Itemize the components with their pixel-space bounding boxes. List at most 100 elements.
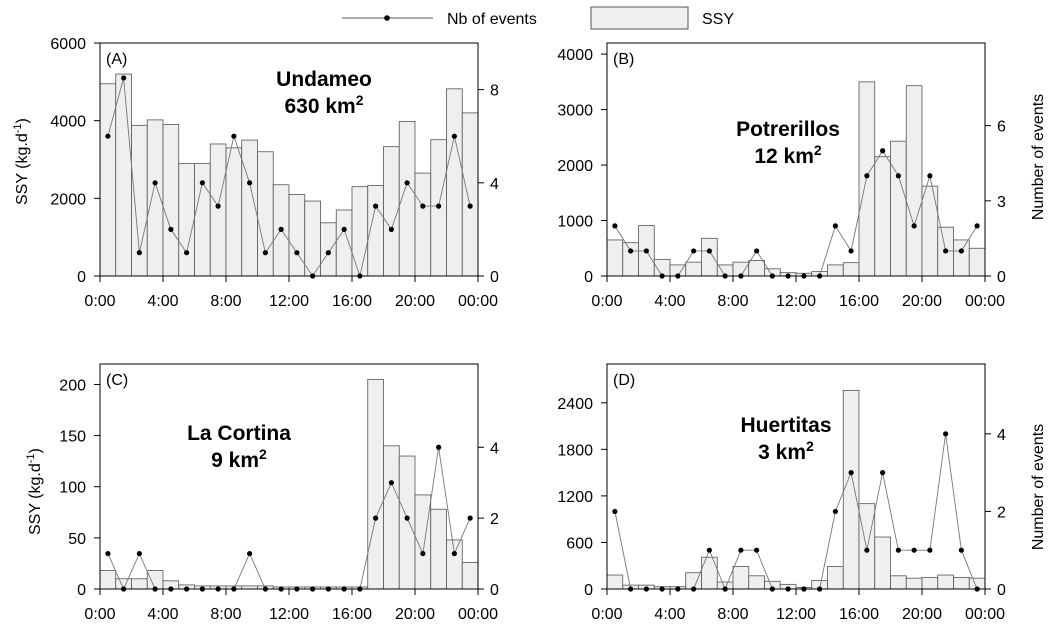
y-left-tick-label: 0 [77,582,86,599]
events-point [420,550,426,557]
ssy-bar [367,378,384,590]
panel-area: 630 km2 [284,92,363,118]
events-point [436,444,442,450]
x-tick-label: 0:00 [84,606,115,623]
ssy-bar [874,156,891,277]
ssy-bar [131,578,148,590]
events-point [247,180,253,186]
events-point [152,180,158,186]
ssy-bar [606,239,624,277]
ssy-bar [622,242,639,277]
events-point [388,480,394,486]
events-point [467,203,473,209]
ssy-bar [383,445,400,590]
panel-area-value: 12 km [754,145,814,168]
ssy-bar [320,222,337,277]
ssy-bar [99,83,117,277]
y-axis-title-text: SSY (kg.d [27,463,44,535]
ssy-bar [732,566,750,590]
events-point [943,248,949,254]
panel-title: Huertitas [740,414,831,437]
events-point [911,223,917,229]
x-tick-label: 00:00 [965,293,1005,310]
events-point [451,133,457,139]
y-right-tick-label: 8 [490,83,499,100]
x-tick-label: 8:00 [717,293,748,310]
events-point [168,226,174,232]
panel-area-sup: 2 [806,438,814,454]
ssy-bar [178,162,195,277]
x-tick-label: 16:00 [332,606,372,623]
y-axis-title-right-bottom: Number of events [1030,424,1047,550]
events-point [105,550,111,557]
panel-b: 0 1000 2000 3000 4000 0 3 6 0:00 4:00 8:00 12:00 16:… [557,42,1006,310]
ssy-bar [748,575,765,590]
ssy-bar [890,575,907,590]
events-point [958,248,964,254]
legend-line-label: Nb of events [447,11,537,28]
events-point [325,250,331,256]
events-point [215,203,221,209]
ssy-bar [858,503,876,590]
x-tick-label: 12:00 [776,293,816,310]
y-left-tick-label: 50 [68,531,86,548]
events-point [691,248,697,254]
panel-area-value: 630 km [284,95,355,118]
ssy-bar [430,508,447,590]
panel-label: (A) [106,51,127,68]
y-axis-title-right-top: Number of events [1030,94,1047,220]
events-point [958,547,964,553]
panel-area-value: 9 km [211,449,259,472]
panel-area: 12 km2 [754,142,822,168]
ssy-bar [99,570,117,590]
panel-area: 9 km2 [211,446,267,472]
events-point [832,508,838,515]
plot-frame [606,363,986,590]
y-axis-title-left-bottom: SSY (kg.d-1) [25,448,44,535]
y-right-tick-label: 3 [997,194,1006,211]
x-tick-label: 8:00 [717,606,748,623]
ssy-bar [146,570,164,590]
ssy-bar [953,239,970,277]
ssy-bar [858,81,876,277]
events-point [895,547,901,553]
events-point [832,223,838,229]
events-point [754,248,760,254]
events-point [612,223,618,229]
events-point [628,248,634,254]
legend-marker-swatch [384,15,390,21]
ssy-bar [288,194,306,277]
events-point [706,547,712,553]
x-tick-label: 20:00 [395,606,435,623]
x-tick-label: 0:00 [84,293,115,310]
events-point [864,173,870,179]
y-left-tick-label: 2000 [557,158,593,175]
events-point [199,180,205,186]
events-point [294,250,300,256]
events-point [262,250,268,256]
ssy-bar [827,566,844,590]
ssy-bar [921,185,939,277]
x-tick-label: 12:00 [269,293,309,310]
panel-title: Potrerillos [736,118,840,141]
events-point [864,547,870,553]
x-tick-label: 20:00 [395,293,435,310]
panel-area-value: 3 km [758,441,806,464]
x-tick-label: 0:00 [591,606,622,623]
events-point [974,223,980,229]
events-point [927,173,933,179]
events-point [373,203,379,209]
panel-area-sup: 2 [259,446,267,462]
y-left-tick-label: 0 [584,269,593,286]
x-tick-label: 20:00 [902,293,942,310]
y-axis-title-sup: -1 [12,123,24,133]
y-axis-title-text: SSY (kg.d [14,133,31,205]
events-point [943,431,949,437]
ssy-bar [905,577,923,590]
events-point [136,550,142,557]
x-tick-label: 20:00 [902,606,942,623]
events-point [121,75,127,81]
events-point [927,547,933,553]
events-point [880,148,886,154]
